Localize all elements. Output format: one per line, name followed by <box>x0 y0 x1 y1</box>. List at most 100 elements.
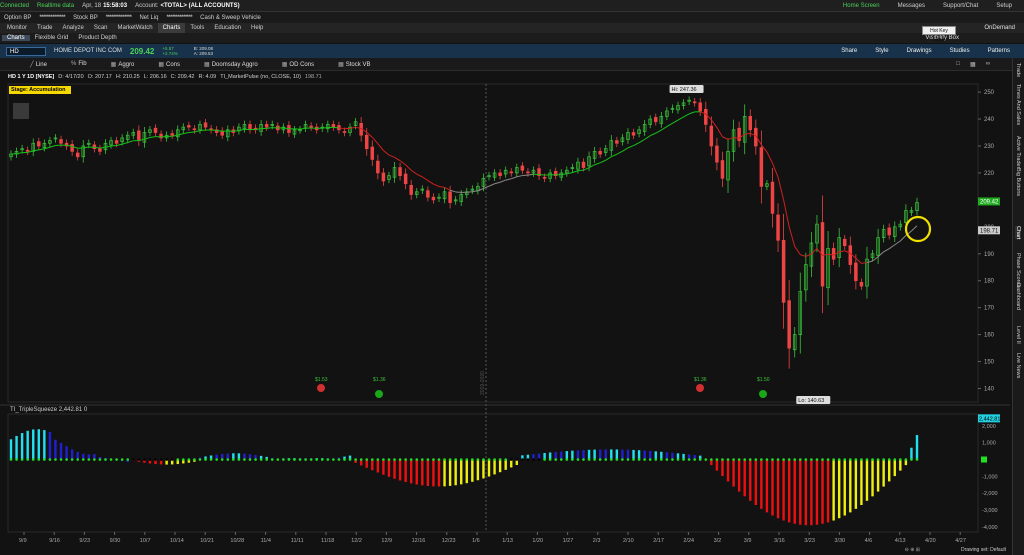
squeeze-dot <box>571 458 574 461</box>
tab-help[interactable]: Help <box>251 25 264 31</box>
od-cons-tool[interactable]: ▦ OD Cons <box>282 61 326 68</box>
side-tab-big-buttons[interactable]: Big Buttons <box>1015 168 1021 197</box>
support-chat-link[interactable]: Support/Chat <box>942 3 979 9</box>
market-pulse-segment <box>66 144 73 147</box>
squeeze-dot <box>776 458 780 461</box>
subtab-product-depth[interactable]: Product Depth <box>78 35 117 41</box>
side-tab-live-news[interactable]: Live News <box>1015 353 1021 379</box>
subtab-flexible-grid[interactable]: Flexible Grid <box>34 35 69 41</box>
histogram-bar <box>265 456 268 460</box>
market-pulse-segment <box>700 111 706 115</box>
tab-scan[interactable]: Scan <box>93 25 108 31</box>
histogram-bar <box>676 453 680 460</box>
histogram-bar <box>82 453 85 460</box>
candle-body <box>487 175 491 178</box>
tab-education[interactable]: Education <box>214 25 242 31</box>
side-tab-phase-scores[interactable]: Phase Scores <box>1015 253 1021 288</box>
last-price-label: 209.42 <box>980 199 999 205</box>
pulse-price-label: 198.71 <box>980 228 999 234</box>
squeeze-dot <box>109 458 113 461</box>
tab-analyze[interactable]: Analyze <box>62 25 84 31</box>
market-pulse-segment <box>516 175 523 178</box>
x-tick-label: 12/16 <box>412 538 426 544</box>
line-icon: ╱ <box>30 61 34 68</box>
x-tick-label: 12/23 <box>442 538 456 544</box>
side-tab-chart[interactable]: Chart <box>1015 226 1021 240</box>
squeeze-dot <box>743 458 746 461</box>
fib-tool-label: Fib <box>78 61 87 67</box>
account-summary-bar: Option BP ************** Stock BP ******… <box>0 12 1024 23</box>
squeeze-dot <box>604 458 608 461</box>
tab-charts[interactable]: Charts <box>157 23 186 33</box>
market-pulse-segment <box>505 178 512 181</box>
single-layout-icon[interactable]: □ <box>956 60 961 67</box>
squeeze-dot <box>76 458 79 461</box>
squeeze-dot <box>282 458 285 461</box>
squeeze-dot <box>454 458 457 461</box>
ondemand-button[interactable]: OnDemand <box>984 25 1015 31</box>
info-range: R: 4.09 <box>198 74 217 80</box>
patterns-button[interactable]: Patterns <box>987 48 1010 54</box>
market-pulse-segment <box>655 129 662 134</box>
side-tab-level-ii[interactable]: Level II <box>1015 326 1021 344</box>
side-tab-times-and-sales[interactable]: Times And Sales <box>1015 84 1021 126</box>
home-screen-link[interactable]: Home Screen <box>842 3 880 9</box>
side-tab-active-trader[interactable]: Active Trader <box>1015 136 1021 169</box>
market-pulse-segment <box>499 179 506 183</box>
visibility-box-label[interactable]: Visibility Box <box>925 35 959 41</box>
histogram-bar <box>398 459 402 481</box>
stock-vb-tool[interactable]: ▦ Stock VB <box>338 61 382 68</box>
fib-tool[interactable]: % Fib <box>71 61 99 67</box>
market-pulse-segment <box>566 172 573 175</box>
candle-body <box>565 169 569 174</box>
aggro-tool[interactable]: ▦ Aggro <box>111 61 147 68</box>
candle-body <box>548 172 552 179</box>
histogram-bar <box>226 453 229 460</box>
line-tool[interactable]: ╱ Line <box>30 61 59 68</box>
symbol-input[interactable]: HD <box>6 46 46 56</box>
side-tab-trade[interactable]: Trade <box>1015 63 1021 78</box>
market-pulse-segment <box>661 126 668 131</box>
setup-link[interactable]: Setup <box>996 3 1012 9</box>
market-pulse-segment <box>444 186 451 191</box>
dividend-marker <box>317 384 325 392</box>
tab-trade[interactable]: Trade <box>37 25 53 31</box>
account-label: Account: <box>135 2 159 9</box>
link-icon[interactable]: ∞ <box>985 60 990 67</box>
account-selector[interactable]: <TOTAL> (ALL ACCOUNTS) <box>160 2 240 9</box>
histogram-bar <box>626 449 630 460</box>
price-tick-label: 220 <box>984 171 995 177</box>
histogram-bar <box>810 459 813 526</box>
candle-body <box>576 161 580 170</box>
tab-monitor[interactable]: Monitor <box>7 25 28 31</box>
squeeze-dot <box>532 458 535 461</box>
subtab-charts[interactable]: Charts <box>2 35 30 41</box>
grid-layout-icon[interactable]: ▦ <box>970 61 976 68</box>
market-pulse-segment <box>705 113 712 121</box>
squeeze-dot <box>298 458 302 461</box>
messages-link[interactable]: Messages <box>897 3 925 9</box>
squeeze-dot <box>354 458 357 461</box>
style-button[interactable]: Style <box>875 48 889 54</box>
tab-tools[interactable]: Tools <box>190 25 205 31</box>
side-tab-dashboard[interactable]: Dashboard <box>1015 283 1021 310</box>
price-tick-label: 230 <box>984 144 995 150</box>
candle-body <box>226 129 230 138</box>
drawing-set[interactable]: Drawing set: Default <box>960 547 1006 553</box>
market-pulse-segment <box>360 128 368 133</box>
cons-tool[interactable]: ▦ Cons <box>158 61 192 68</box>
tab-marketwatch[interactable]: MarketWatch <box>117 25 153 31</box>
chart-area[interactable]: TI_TripleSqueeze 2,442.81 0 140 150 160 170 1… <box>0 0 1010 545</box>
drawings-button[interactable]: Drawings <box>906 48 932 54</box>
market-pulse-segment <box>527 173 534 176</box>
share-button[interactable]: Share <box>841 48 858 54</box>
dividend-marker <box>375 390 383 398</box>
candle-body <box>765 183 769 187</box>
studies-button[interactable]: Studies <box>949 48 970 54</box>
squeeze-dot <box>837 458 841 461</box>
market-pulse-segment <box>649 132 656 137</box>
market-pulse-segment <box>138 138 145 142</box>
zoom-controls[interactable]: ⊖ ⊕ ⊞ <box>904 547 920 553</box>
doomsday-aggro-tool[interactable]: ▦ Doomsday Aggro <box>204 61 270 68</box>
market-pulse-segment <box>511 176 517 180</box>
